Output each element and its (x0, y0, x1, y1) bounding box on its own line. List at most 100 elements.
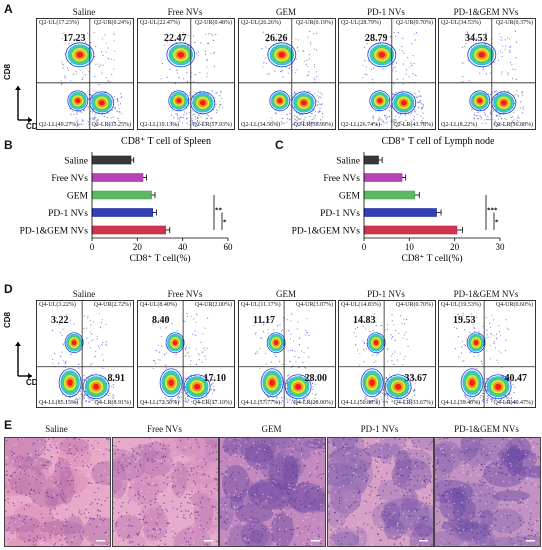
significance-label: * (223, 218, 227, 226)
cd8-percent-value: 28.79 (365, 33, 388, 44)
significance-label: ** (215, 207, 223, 215)
quadrant-ll-label: Q2-LL(34.56%) (241, 122, 281, 128)
cd4-percent-value: 8.91 (107, 372, 126, 384)
x-axis-label: CD8⁺ T cell(%) (401, 253, 462, 264)
quadrant-ul-label: Q4-UL(14.83%) (341, 302, 381, 308)
quadrant-lr-label: Q2-LR(38.99%) (293, 122, 334, 128)
category-label: Free NVs (323, 174, 360, 184)
bar (91, 173, 144, 182)
quadrant-lr-label: Q4-LR(28.00%) (293, 400, 334, 406)
x-tick-label: 0 (362, 242, 367, 252)
quadrant-ur-label: Q2-UR(0.19%) (295, 20, 333, 26)
flow-plot-title: GEM (276, 289, 296, 299)
flow-plot-title: PD-1&GEM NVs (453, 7, 519, 17)
quadrant-ur-label: Q4-UR(2.00%) (194, 302, 232, 308)
histology-title: Saline (45, 424, 68, 434)
cd4-percent-value: 28.00 (304, 372, 328, 384)
x-axis-label: CD8⁺ T cell(%) (129, 253, 190, 264)
quadrant-ul-label: Q2-UL(28.79%) (341, 20, 381, 26)
category-label: PD-1 NVs (48, 209, 88, 219)
category-label: Saline (64, 157, 88, 167)
density-plot (439, 301, 535, 407)
quadrant-lr-label: Q4-LR(8.91%) (94, 400, 132, 406)
quadrant-ll-label: Q2-LL(8.22%) (441, 122, 478, 128)
flow-plot: Q2-UL(17.23%) Q2-UR(0.24%) Q2-LL(49.27%) Q2… (36, 18, 134, 130)
quadrant-ul-label: Q4-UL(11.17%) (241, 302, 281, 308)
density-plot (138, 19, 234, 129)
x-tick-label: 40 (178, 242, 188, 252)
density-plot (239, 301, 335, 407)
lymph-node-bar-chart: CD8⁺ T cell of Lymph node Saline Free NVs G… (292, 136, 505, 264)
d-x-axis-label: CD4 (26, 378, 43, 387)
panel-letter-e: E (4, 418, 13, 432)
flow-plot: Q4-UL(19.53%) Q4-UR(0.60%) Q4-LL(39.40%) Q4… (438, 300, 536, 408)
flow-plot-title: Free NVs (167, 289, 203, 299)
cd8-percent-value: 8.40 (152, 315, 170, 326)
density-plot (439, 19, 535, 129)
quadrant-lr-label: Q2-LR(43.78%) (393, 122, 434, 128)
tissue-texture (220, 438, 325, 546)
x-tick-label: 20 (133, 242, 143, 252)
histology-image (112, 437, 219, 547)
category-label: GEM (339, 192, 361, 202)
spleen-bar-chart: CD8⁺ T cell of Spleen Saline Free NVs GEM PD… (20, 136, 234, 264)
quadrant-ll-label: Q2-LL(19.13%) (140, 122, 180, 128)
flow-plot: Q2-UL(34.53%) Q2-UR(0.37%) Q2-LL(8.22%) Q2-… (438, 18, 536, 130)
quadrant-lr-label: Q2-LR(56.88%) (493, 122, 534, 128)
chart-title: CD8⁺ T cell of Spleen (121, 136, 211, 147)
quadrant-ll-label: Q4-LL(39.40%) (441, 400, 481, 406)
density-plot (37, 19, 133, 129)
bar (91, 225, 166, 235)
panel-letter-a: A (4, 2, 13, 16)
cd8-percent-value: 22.47 (164, 33, 187, 44)
flow-plot: Q4-UL(3.22%) Q4-UR(2.72%) Q4-LL(85.15%) Q4-… (36, 300, 134, 408)
histology-image (4, 437, 111, 547)
quadrant-lr-label: Q4-LR(40.47%) (493, 400, 534, 406)
flow-plot: Q2-UL(26.26%) Q2-UR(0.19%) Q2-LL(34.56%) Q2… (238, 18, 336, 130)
d-y-axis-label: CD8 (3, 312, 12, 329)
bar (363, 225, 458, 235)
quadrant-ul-label: Q4-UL(19.53%) (441, 302, 481, 308)
flow-plot-title: PD-1 NVs (367, 289, 405, 299)
quadrant-ur-label: Q2-UR(0.37%) (495, 20, 533, 26)
panel-letter-b: B (4, 138, 13, 152)
cd4-percent-value: 33.67 (404, 372, 428, 384)
cd8-percent-value: 34.53 (465, 33, 488, 44)
flow-plot: Q4-UL(11.17%) Q4-UR(3.07%) Q4-LL(57.77%) Q4… (238, 300, 336, 408)
tissue-texture (113, 438, 218, 546)
quadrant-ul-label: Q4-UL(8.40%) (140, 302, 177, 308)
bar (363, 208, 437, 217)
quadrant-lr-label: Q4-LR(17.10%) (192, 400, 233, 406)
histology-image (219, 437, 326, 547)
flow-plot-title: GEM (276, 7, 296, 17)
cd8-percent-value: 3.22 (51, 315, 69, 326)
histology-title: PD-1 NVs (360, 424, 399, 434)
histology-title: PD-1&GEM NVs (454, 424, 519, 434)
category-label: GEM (67, 192, 89, 202)
flow-plot-title: PD-1&GEM NVs (453, 289, 519, 299)
density-plot (239, 19, 335, 129)
category-label: PD-1&GEM NVs (20, 227, 89, 237)
x-tick-label: 60 (224, 242, 234, 252)
significance-label: *** (487, 207, 498, 215)
bar (363, 173, 403, 182)
quadrant-ll-label: Q4-LL(57.77%) (241, 400, 281, 406)
category-label: Free NVs (51, 174, 88, 184)
cd8-percent-value: 19.53 (453, 315, 476, 326)
category-label: PD-1&GEM NVs (292, 227, 361, 237)
quadrant-ur-label: Q4-UR(3.07%) (295, 302, 333, 308)
category-label: Saline (336, 157, 360, 167)
flow-plot-title: Saline (72, 7, 96, 17)
quadrant-ur-label: Q4-UR(0.70%) (395, 302, 433, 308)
tissue-texture (435, 438, 540, 546)
quadrant-lr-label: Q2-LR(57.93%) (192, 122, 233, 128)
quadrant-ll-label: Q2-LL(49.27%) (39, 122, 79, 128)
quadrant-ur-label: Q2-UR(0.24%) (93, 20, 131, 26)
category-label: PD-1 NVs (320, 209, 360, 219)
a-axis-arrows (15, 86, 32, 123)
cd8-percent-value: 17.23 (63, 33, 86, 44)
cd8-percent-value: 11.17 (253, 315, 275, 326)
density-plot (339, 301, 435, 407)
cd4-percent-value: 40.47 (504, 372, 528, 384)
quadrant-ur-label: Q4-UR(2.72%) (93, 302, 131, 308)
